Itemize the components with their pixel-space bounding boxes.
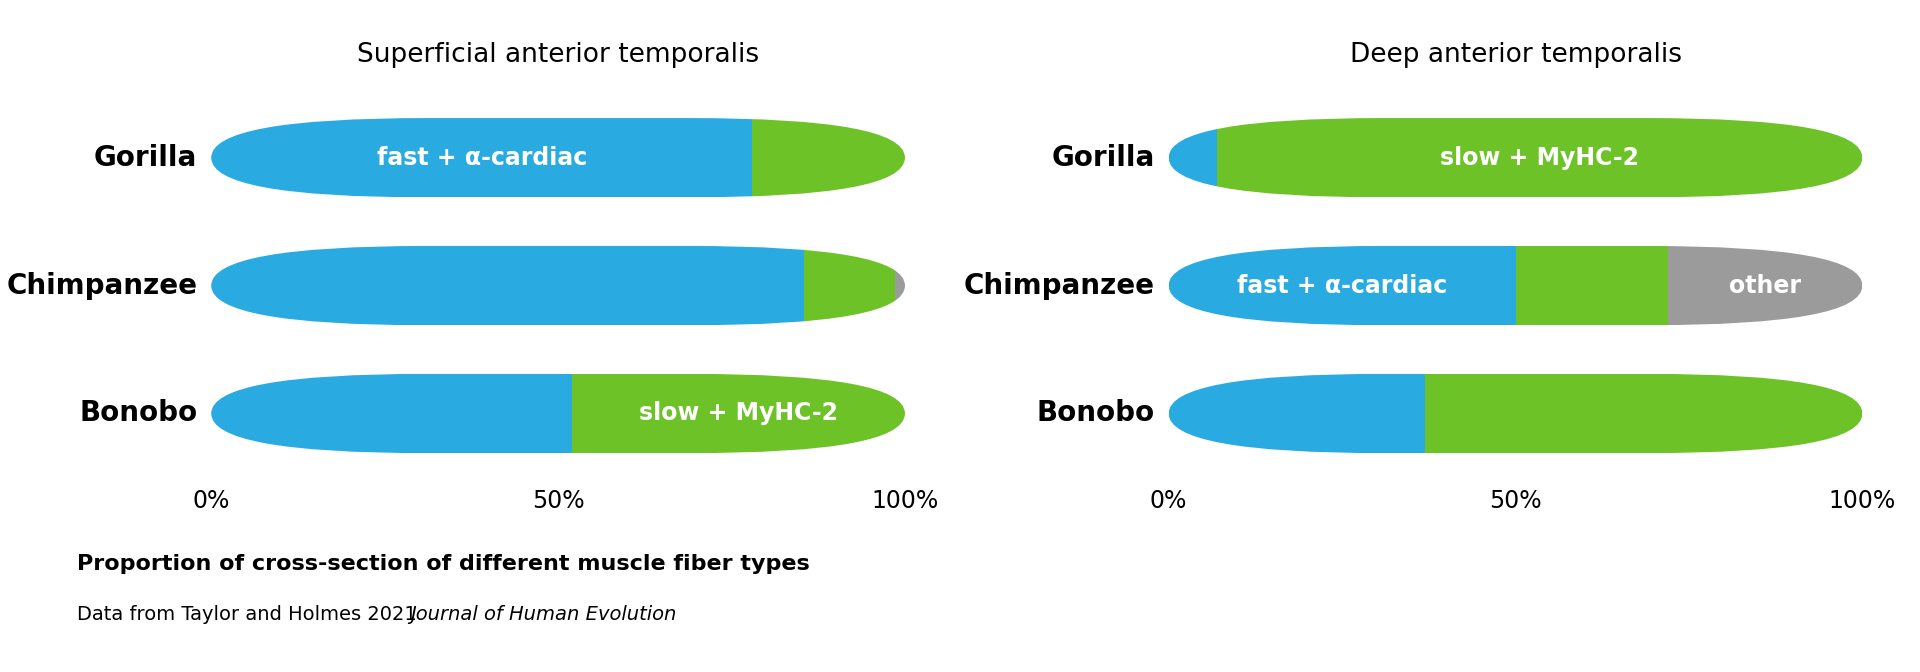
FancyBboxPatch shape [572, 374, 904, 453]
Text: fast + α-cardiac: fast + α-cardiac [376, 146, 588, 170]
Text: Chimpanzee: Chimpanzee [964, 271, 1154, 300]
Text: Bonobo: Bonobo [79, 399, 198, 427]
Text: fast + α-cardiac: fast + α-cardiac [1236, 274, 1448, 298]
FancyBboxPatch shape [1169, 246, 1515, 325]
Text: Bonobo: Bonobo [1037, 399, 1154, 427]
FancyBboxPatch shape [895, 246, 904, 325]
Text: Gorilla: Gorilla [94, 144, 198, 172]
Text: Journal of Human Evolution: Journal of Human Evolution [411, 605, 678, 624]
Text: other: other [1730, 274, 1801, 298]
FancyBboxPatch shape [1668, 246, 1862, 325]
Title: Deep anterior temporalis: Deep anterior temporalis [1350, 42, 1682, 69]
FancyBboxPatch shape [211, 246, 804, 325]
FancyBboxPatch shape [211, 118, 753, 198]
FancyBboxPatch shape [804, 246, 895, 325]
Text: slow + MyHC-2: slow + MyHC-2 [639, 401, 837, 425]
Title: Superficial anterior temporalis: Superficial anterior temporalis [357, 42, 758, 69]
FancyBboxPatch shape [1217, 118, 1862, 198]
FancyBboxPatch shape [211, 374, 572, 453]
Text: Proportion of cross-section of different muscle fiber types: Proportion of cross-section of different… [77, 554, 810, 575]
FancyBboxPatch shape [1169, 374, 1425, 453]
Text: Chimpanzee: Chimpanzee [6, 271, 198, 300]
FancyBboxPatch shape [1515, 246, 1668, 325]
Text: Data from Taylor and Holmes 2021: Data from Taylor and Holmes 2021 [77, 605, 422, 624]
Text: slow + MyHC-2: slow + MyHC-2 [1440, 146, 1640, 170]
FancyBboxPatch shape [753, 118, 904, 198]
FancyBboxPatch shape [1169, 118, 1217, 198]
Text: Gorilla: Gorilla [1052, 144, 1154, 172]
FancyBboxPatch shape [1425, 374, 1862, 453]
